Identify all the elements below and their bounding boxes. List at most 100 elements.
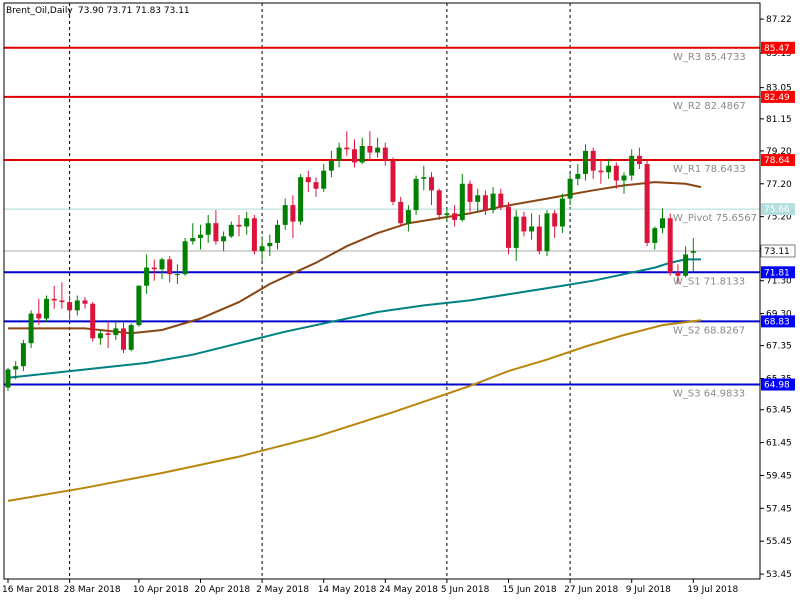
candle xyxy=(328,150,334,178)
candle-body xyxy=(652,228,658,243)
candle-body xyxy=(90,303,96,339)
y-tick-label: 85.15 xyxy=(766,49,792,59)
candle xyxy=(105,321,111,349)
candle-body xyxy=(413,178,419,211)
y-tick-label: 61.45 xyxy=(766,439,792,449)
y-tick-label: 77.20 xyxy=(766,180,792,190)
candle xyxy=(606,159,612,179)
price-tag-w_pivot: 75.66 xyxy=(761,203,795,216)
candle-body xyxy=(182,241,188,275)
candle xyxy=(513,210,519,262)
candle-body xyxy=(121,328,126,350)
candle xyxy=(282,198,288,230)
candle xyxy=(613,162,619,189)
candle-body xyxy=(621,175,627,181)
candle xyxy=(583,144,588,181)
x-tick-label: 19 Jul 2018 xyxy=(687,585,738,595)
candle xyxy=(367,131,373,161)
candle xyxy=(382,142,388,166)
candle xyxy=(667,213,673,276)
x-tick-label: 10 Apr 2018 xyxy=(133,585,189,595)
candle-body xyxy=(475,195,481,202)
price-tag-bg xyxy=(761,154,795,167)
pivot-label-w_s2: W_S2 68.8267 xyxy=(673,325,745,336)
candle xyxy=(660,208,665,234)
candle-body xyxy=(44,298,49,319)
candle-body xyxy=(236,224,242,227)
candle xyxy=(259,236,265,262)
candle xyxy=(336,142,342,168)
price-tag-label: 78.64 xyxy=(764,156,790,166)
candle xyxy=(629,149,635,181)
candle-body xyxy=(190,238,196,242)
candle-body xyxy=(429,177,434,191)
price-tag-bg xyxy=(761,41,795,54)
candle-body xyxy=(467,183,473,202)
price-tag-bg xyxy=(761,203,795,216)
last-price-label: 73.11 xyxy=(764,247,790,257)
candle xyxy=(290,195,296,239)
candle xyxy=(128,323,134,352)
candle-body xyxy=(459,183,465,220)
price-tag-w_s3: 64.98 xyxy=(761,378,795,391)
candle-body xyxy=(444,213,450,215)
candle xyxy=(298,173,304,225)
candle-body xyxy=(344,147,350,150)
candle xyxy=(167,256,173,283)
x-tick-label: 27 Jun 2018 xyxy=(564,585,618,595)
candle-body xyxy=(221,236,227,242)
candle-body xyxy=(613,165,619,181)
price-tag-w_r1: 78.64 xyxy=(761,154,795,167)
candle xyxy=(198,224,203,250)
candle-body xyxy=(482,195,488,211)
candle xyxy=(567,173,573,206)
price-tag-bg xyxy=(761,90,795,103)
candle xyxy=(228,221,234,239)
candle xyxy=(74,295,80,316)
x-tick-label: 5 Jun 2018 xyxy=(441,585,490,595)
candle-body xyxy=(336,147,342,161)
candle-body xyxy=(667,218,673,273)
candle-body xyxy=(97,333,103,339)
candle-body xyxy=(367,145,373,153)
candle xyxy=(498,188,504,211)
moving-average-line xyxy=(7,319,702,502)
candle xyxy=(636,147,642,169)
x-tick-label: 9 Jul 2018 xyxy=(626,585,671,595)
y-tick-label: 75.20 xyxy=(766,213,792,223)
candle xyxy=(213,210,219,245)
candle-body xyxy=(398,201,404,224)
candle xyxy=(652,226,658,250)
candle-body xyxy=(452,213,458,220)
candle xyxy=(5,367,11,391)
candle xyxy=(575,164,581,186)
y-tick-label: 81.15 xyxy=(766,115,792,125)
candle xyxy=(321,164,327,192)
candle xyxy=(559,193,565,234)
candle xyxy=(459,173,465,222)
plot-frame xyxy=(3,2,761,580)
candle-body xyxy=(298,177,304,222)
last-price-bg xyxy=(760,244,796,258)
pivot-label-w_s3: W_S3 64.9833 xyxy=(673,389,745,400)
candle-body xyxy=(552,213,558,227)
x-tick-label: 2 May 2018 xyxy=(256,585,309,595)
price-tag-label: 68.83 xyxy=(764,317,790,327)
candle xyxy=(621,172,627,194)
candle xyxy=(205,214,211,243)
candle xyxy=(313,177,319,197)
candle xyxy=(182,238,188,276)
y-tick-label: 59.45 xyxy=(766,471,792,481)
candle xyxy=(398,196,404,227)
candle-body xyxy=(213,223,219,242)
price-tag-label: 71.81 xyxy=(764,268,790,278)
y-tick-label: 67.35 xyxy=(766,342,792,352)
price-tag-label: 64.98 xyxy=(764,381,790,391)
candle xyxy=(82,297,88,309)
candle-body xyxy=(390,160,396,202)
candle xyxy=(683,246,689,278)
candle-body xyxy=(583,150,588,174)
candle xyxy=(51,285,57,309)
candle xyxy=(421,165,427,191)
